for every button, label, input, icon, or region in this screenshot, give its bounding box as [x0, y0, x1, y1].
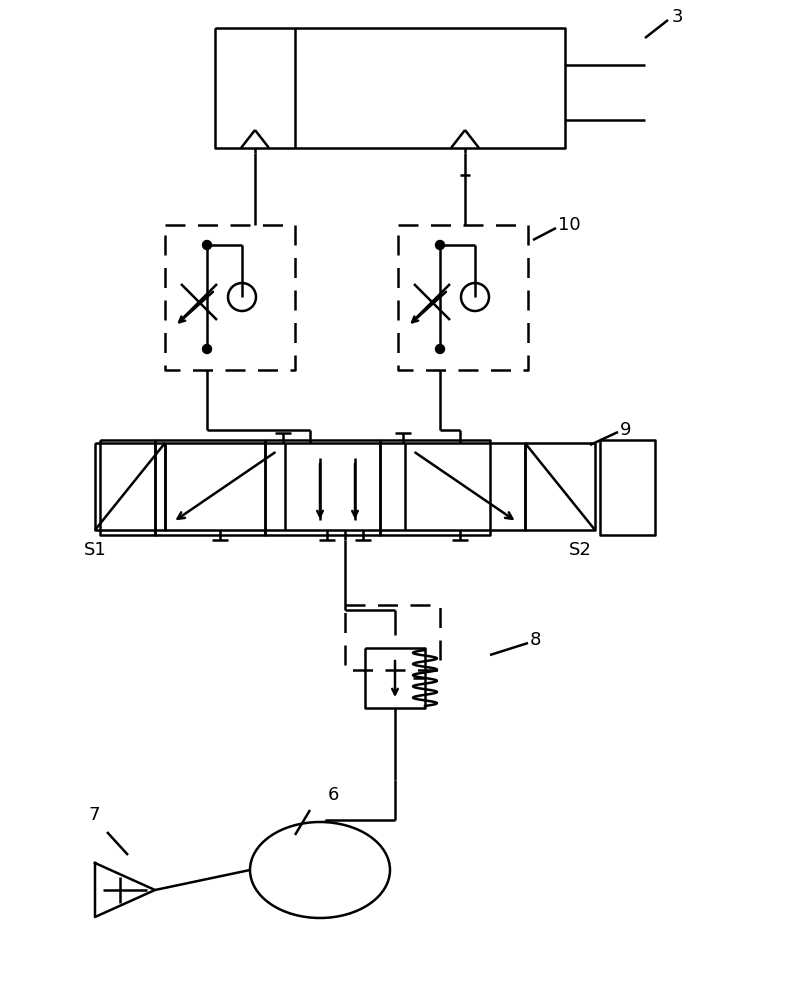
Circle shape: [436, 240, 444, 249]
Text: 3: 3: [672, 8, 684, 26]
Text: 7: 7: [88, 806, 99, 824]
Text: 10: 10: [558, 216, 580, 234]
Text: S2: S2: [568, 541, 591, 559]
Circle shape: [203, 240, 211, 249]
Text: 6: 6: [328, 786, 339, 804]
Circle shape: [203, 344, 211, 354]
Text: 9: 9: [620, 421, 631, 439]
Text: S1: S1: [83, 541, 107, 559]
Text: 8: 8: [530, 631, 541, 649]
Circle shape: [436, 344, 444, 354]
